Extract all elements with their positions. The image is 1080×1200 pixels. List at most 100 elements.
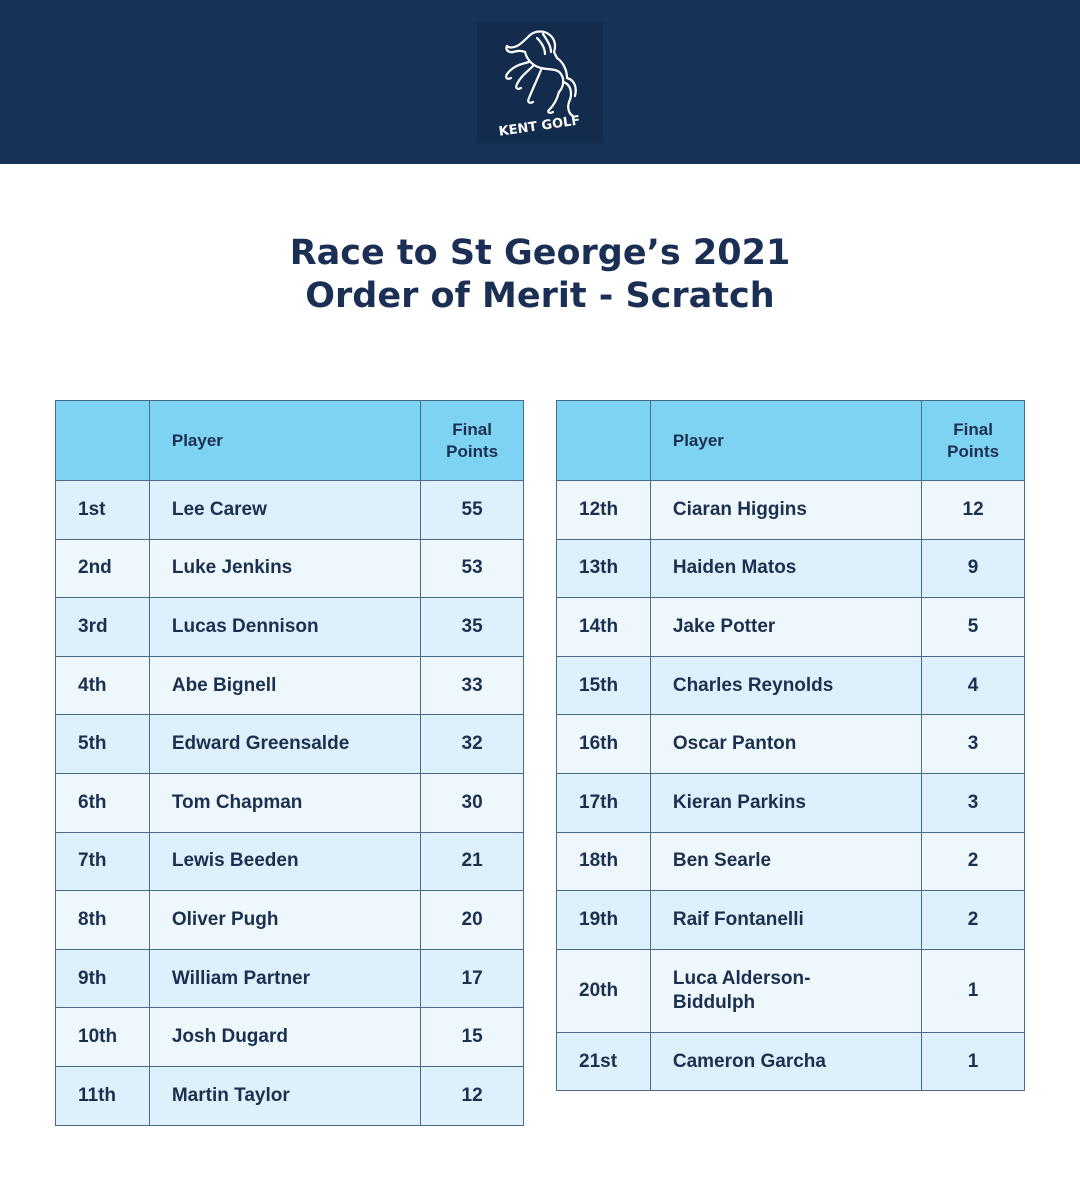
points-cell: 3 bbox=[921, 714, 1025, 774]
final-points-header-line-1: Final bbox=[953, 419, 993, 439]
position-cell: 21st bbox=[556, 1031, 651, 1092]
position-cell: 6th bbox=[55, 772, 150, 833]
player-cell: Lewis Beeden bbox=[148, 831, 422, 892]
player-cell: Luke Jenkins bbox=[148, 538, 422, 599]
title-line-2: Order of Merit - Scratch bbox=[305, 276, 775, 316]
points-cell: 2 bbox=[921, 890, 1025, 950]
position-cell: 2nd bbox=[55, 538, 150, 599]
points-cell: 53 bbox=[420, 538, 524, 599]
table-row: 12th Ciaran Higgins 12 bbox=[556, 480, 1025, 540]
points-cell: 2 bbox=[921, 831, 1025, 892]
points-cell: 1 bbox=[921, 1031, 1025, 1092]
site-header: KENT GOLF bbox=[0, 0, 1080, 164]
player-cell: Lucas Dennison bbox=[148, 597, 422, 657]
points-cell: 20 bbox=[420, 890, 524, 950]
position-cell: 20th bbox=[556, 948, 651, 1033]
player-cell: Martin Taylor bbox=[148, 1065, 422, 1126]
position-cell: 4th bbox=[55, 655, 150, 716]
position-cell: 18th bbox=[556, 831, 651, 892]
table-row: 15th Charles Reynolds 4 bbox=[556, 655, 1025, 716]
final-points-header: Final Points bbox=[921, 400, 1025, 481]
player-cell: Haiden Matos bbox=[649, 538, 923, 599]
points-cell: 30 bbox=[420, 772, 524, 833]
position-cell: 17th bbox=[556, 772, 651, 833]
final-points-header-line-1: Final bbox=[452, 419, 492, 439]
position-cell: 1st bbox=[55, 480, 150, 540]
table-row: 2nd Luke Jenkins 53 bbox=[55, 538, 524, 599]
points-cell: 21 bbox=[420, 831, 524, 892]
order-of-merit-table-right: Player Final Points 12th Ciaran Higgins … bbox=[556, 400, 1025, 1092]
table-row: 19th Raif Fontanelli 2 bbox=[556, 890, 1025, 950]
final-points-header: Final Points bbox=[420, 400, 524, 481]
position-cell: 12th bbox=[556, 480, 651, 540]
player-name-line-1: Luca Alderson- bbox=[672, 967, 811, 989]
points-cell: 35 bbox=[420, 597, 524, 657]
table-row: 16th Oscar Panton 3 bbox=[556, 714, 1025, 774]
points-cell: 12 bbox=[921, 480, 1025, 540]
table-row: 21st Cameron Garcha 1 bbox=[556, 1031, 1025, 1092]
player-cell: Ben Searle bbox=[649, 831, 923, 892]
player-cell: Abe Bignell bbox=[148, 655, 422, 716]
points-cell: 15 bbox=[420, 1007, 524, 1067]
position-cell: 13th bbox=[556, 538, 651, 599]
table-row: 11th Martin Taylor 12 bbox=[55, 1065, 524, 1126]
kent-golf-logo[interactable]: KENT GOLF bbox=[477, 22, 603, 143]
player-name-line-2: Biddulph bbox=[672, 991, 756, 1013]
table-row: 1st Lee Carew 55 bbox=[55, 480, 524, 540]
position-cell: 16th bbox=[556, 714, 651, 774]
player-cell: Cameron Garcha bbox=[649, 1031, 923, 1092]
player-cell: Josh Dugard bbox=[148, 1007, 422, 1067]
position-cell: 8th bbox=[55, 890, 150, 950]
table-row: 10th Josh Dugard 15 bbox=[55, 1007, 524, 1067]
table-row: 14th Jake Potter 5 bbox=[556, 597, 1025, 657]
player-header: Player bbox=[148, 400, 422, 481]
table-row: 9th William Partner 17 bbox=[55, 948, 524, 1009]
player-header: Player bbox=[649, 400, 923, 481]
player-cell: Luca Alderson- Biddulph bbox=[649, 948, 923, 1033]
position-cell: 19th bbox=[556, 890, 651, 950]
points-cell: 3 bbox=[921, 772, 1025, 833]
points-cell: 55 bbox=[420, 480, 524, 540]
table-header-row: Player Final Points bbox=[556, 400, 1025, 481]
position-cell: 5th bbox=[55, 714, 150, 774]
table-row: 18th Ben Searle 2 bbox=[556, 831, 1025, 892]
position-header bbox=[55, 400, 150, 481]
table-row: 6th Tom Chapman 30 bbox=[55, 772, 524, 833]
table-row: 8th Oliver Pugh 20 bbox=[55, 890, 524, 950]
points-cell: 17 bbox=[420, 948, 524, 1009]
position-cell: 9th bbox=[55, 948, 150, 1009]
player-cell: Oliver Pugh bbox=[148, 890, 422, 950]
points-cell: 9 bbox=[921, 538, 1025, 599]
title-line-1: Race to St George’s 2021 bbox=[289, 233, 791, 273]
player-cell: Lee Carew bbox=[148, 480, 422, 540]
player-cell: Ciaran Higgins bbox=[649, 480, 923, 540]
player-cell: Jake Potter bbox=[649, 597, 923, 657]
player-cell: Raif Fontanelli bbox=[649, 890, 923, 950]
position-header bbox=[556, 400, 651, 481]
table-row: 5th Edward Greensalde 32 bbox=[55, 714, 524, 774]
player-cell: Charles Reynolds bbox=[649, 655, 923, 716]
points-cell: 4 bbox=[921, 655, 1025, 716]
final-points-header-line-2: Points bbox=[446, 441, 499, 461]
final-points-header-line-2: Points bbox=[947, 441, 1000, 461]
position-cell: 7th bbox=[55, 831, 150, 892]
player-cell: Oscar Panton bbox=[649, 714, 923, 774]
position-cell: 14th bbox=[556, 597, 651, 657]
points-cell: 33 bbox=[420, 655, 524, 716]
logo-text: KENT GOLF bbox=[498, 113, 581, 139]
table-row: 7th Lewis Beeden 21 bbox=[55, 831, 524, 892]
rearing-horse-icon: KENT GOLF bbox=[498, 30, 581, 140]
position-cell: 11th bbox=[55, 1065, 150, 1126]
player-cell: Kieran Parkins bbox=[649, 772, 923, 833]
points-cell: 12 bbox=[420, 1065, 524, 1126]
points-cell: 32 bbox=[420, 714, 524, 774]
position-cell: 15th bbox=[556, 655, 651, 716]
points-cell: 5 bbox=[921, 597, 1025, 657]
page-title: Race to St George’s 2021 Order of Merit … bbox=[0, 232, 1080, 318]
order-of-merit-table-left: Player Final Points 1st Lee Carew 55 2nd… bbox=[55, 400, 524, 1126]
player-cell: Tom Chapman bbox=[148, 772, 422, 833]
table-row: 20th Luca Alderson- Biddulph 1 bbox=[556, 948, 1025, 1033]
table-row: 3rd Lucas Dennison 35 bbox=[55, 597, 524, 657]
position-cell: 10th bbox=[55, 1007, 150, 1067]
points-cell: 1 bbox=[921, 948, 1025, 1033]
